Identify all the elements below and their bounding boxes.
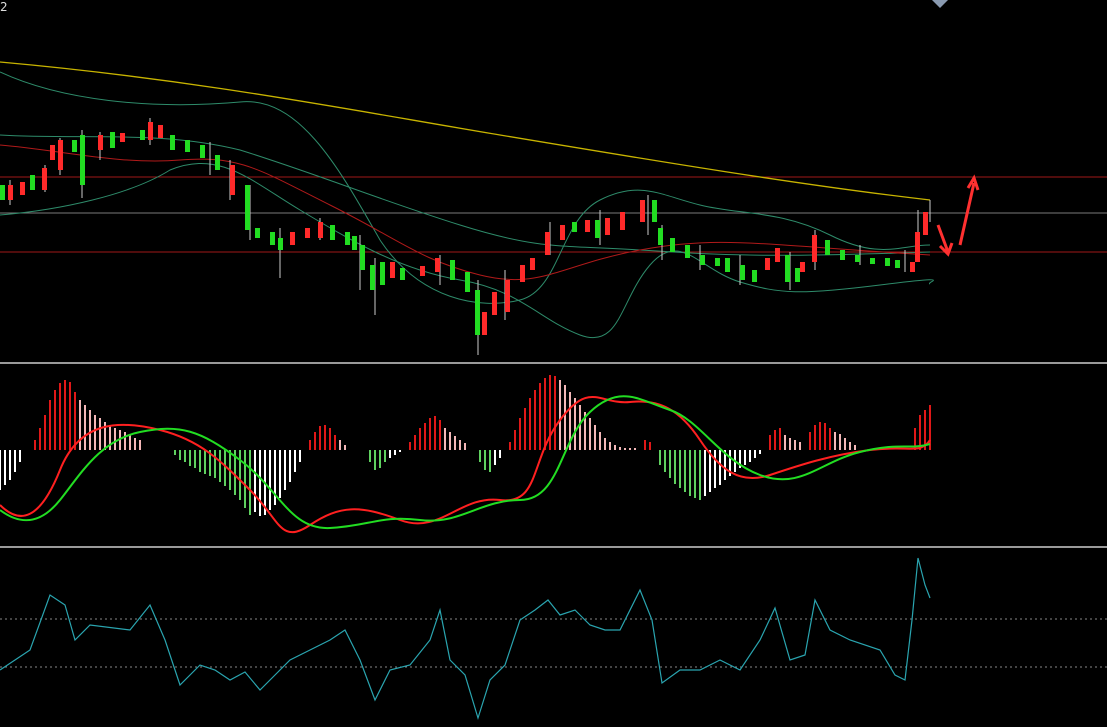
candle-wick bbox=[9, 118, 931, 355]
bollinger-lower bbox=[0, 163, 934, 338]
oscillator-line bbox=[0, 557, 931, 721]
bollinger-middle bbox=[0, 134, 931, 256]
macd-histogram bbox=[79, 380, 856, 450]
moving-average-short bbox=[0, 144, 931, 281]
arrow-up bbox=[958, 174, 980, 246]
macd-histogram bbox=[0, 450, 21, 490]
arrow-down bbox=[936, 224, 954, 257]
moving-average bbox=[0, 61, 931, 201]
corner-icon bbox=[932, 0, 948, 8]
bollinger-upper bbox=[0, 71, 931, 304]
macd-histogram bbox=[174, 450, 701, 515]
signal-line bbox=[0, 395, 931, 530]
macd-line bbox=[0, 396, 931, 534]
candle-up bbox=[8, 122, 928, 335]
corner-label: 2 bbox=[0, 0, 8, 14]
macd-histogram bbox=[34, 375, 931, 450]
